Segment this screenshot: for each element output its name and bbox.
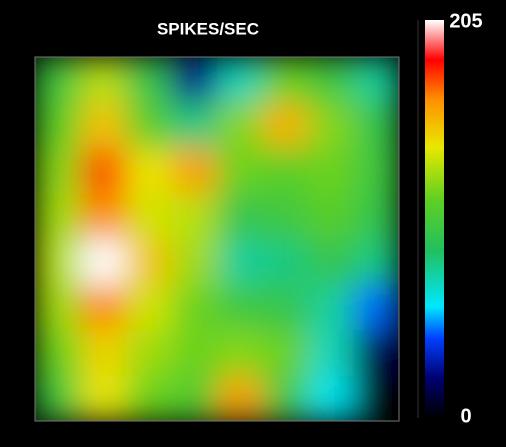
heatmap-cell (353, 193, 399, 240)
heatmap-cell (353, 330, 399, 376)
heatmap-cell (308, 239, 354, 285)
heatmap-cell (308, 148, 354, 194)
heatmap-cell (35, 239, 81, 285)
heatmap-cell (80, 284, 127, 331)
colorbar (425, 20, 444, 418)
heatmap-cell (171, 57, 218, 103)
heatmap-cell (80, 102, 127, 149)
heatmap-cell (308, 284, 354, 331)
heatmap-cell (262, 57, 309, 103)
heatmap-cell (353, 57, 399, 103)
colorbar-tick-label: 0 (460, 405, 471, 427)
heatmap-cell (308, 193, 354, 240)
heatmap-cell (35, 102, 81, 149)
chart-title: SPIKES/SEC (157, 19, 259, 38)
heatmap-cell (353, 148, 399, 194)
heatmap-cell (35, 193, 81, 240)
heatmap-cell (80, 330, 127, 376)
heatmap-cell (171, 102, 218, 149)
heatmap-cell (262, 239, 309, 285)
heatmap-cell (217, 375, 263, 421)
heatmap-cell (126, 57, 172, 103)
heatmap-cell (262, 193, 309, 240)
heatmap-cell (308, 375, 354, 421)
heatmap-cell (171, 239, 218, 285)
heatmap-cell (171, 148, 218, 194)
heatmap-cell (35, 148, 81, 194)
heatmap-cell (217, 239, 263, 285)
heatmap-cell (126, 148, 172, 194)
heatmap-cell (126, 193, 172, 240)
heatmap-cell (308, 57, 354, 103)
heatmap-cell (80, 148, 127, 194)
heatmap-cell (35, 330, 81, 376)
heatmap-cell (171, 375, 218, 421)
heatmap-cell (126, 375, 172, 421)
heatmap-cell (171, 330, 218, 376)
heatmap-cell (217, 193, 263, 240)
heatmap-cell (353, 375, 399, 421)
heatmap-cell (35, 284, 81, 331)
heatmap-cell (308, 102, 354, 149)
heatmap-cell (217, 102, 263, 149)
heatmap-cell (217, 284, 263, 331)
colorbar-tick-label: 205 (449, 10, 482, 32)
heatmap-cell (353, 102, 399, 149)
heatmap-cell (262, 102, 309, 149)
heatmap-cell (262, 284, 309, 331)
heatmap-cell (80, 375, 127, 421)
heatmap-cell (217, 330, 263, 376)
heatmap-cell (262, 330, 309, 376)
map-border (34, 56, 400, 422)
heatmap-cell (126, 102, 172, 149)
heatmap-cell (353, 239, 399, 285)
heatmap-cell (217, 57, 263, 103)
heatmap-cell (262, 148, 309, 194)
heatmap-cell (80, 239, 127, 285)
heatmap-cells (35, 57, 399, 421)
heatmap-cell (126, 284, 172, 331)
heatmap-cell (308, 330, 354, 376)
heatmap (35, 57, 399, 421)
heatmap-cell (35, 57, 81, 103)
heatmap-cell (353, 284, 399, 331)
heatmap-cell (171, 284, 218, 331)
heatmap-cell (35, 375, 81, 421)
heatmap-cell (126, 330, 172, 376)
heatmap-cell (126, 239, 172, 285)
heatmap-cell (80, 57, 127, 103)
heatmap-cell (262, 375, 309, 421)
heatmap-cell (80, 193, 127, 240)
heatmap-cell (217, 148, 263, 194)
heatmap-cell (171, 193, 218, 240)
